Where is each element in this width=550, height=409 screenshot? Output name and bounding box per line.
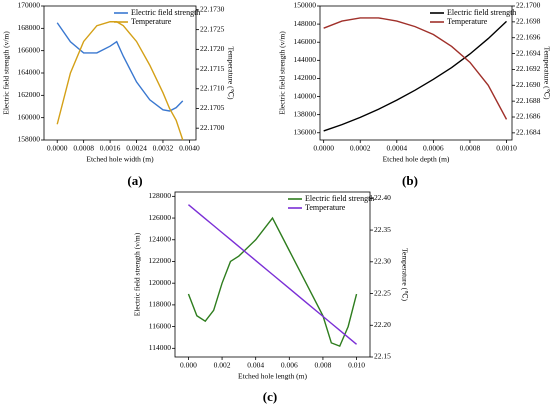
y-tick-label: 150000 — [294, 1, 317, 10]
x-tick-label: 0.002 — [214, 361, 231, 370]
y2-tick-label: 22.1684 — [516, 128, 541, 137]
y2-tick-label: 22.1720 — [200, 44, 225, 53]
y2-tick-label: 22.1705 — [200, 103, 225, 112]
y-tick-label: 144000 — [294, 55, 317, 64]
y2-axis-title: Temperature (℃) — [226, 46, 235, 100]
y-tick-label: 116000 — [149, 321, 171, 330]
x-tick-label: 0.0032 — [153, 144, 174, 153]
y2-tick-label: 22.1698 — [516, 17, 541, 26]
y-tick-label: 158000 — [18, 135, 41, 144]
x-tick-label: 0.0040 — [179, 144, 200, 153]
y-tick-label: 162000 — [18, 90, 41, 99]
y2-axis-title: Temperature (℃) — [542, 46, 550, 100]
x-tick-label: 0.0004 — [386, 144, 407, 153]
x-tick-label: 0.010 — [348, 361, 365, 370]
y2-tick-label: 22.1690 — [516, 80, 541, 89]
y2-tick-label: 22.20 — [374, 320, 391, 329]
y-tick-label: 166000 — [18, 45, 41, 54]
legend-label: Electric field strength — [305, 194, 374, 203]
y2-tick-label: 22.30 — [374, 257, 391, 266]
y-tick-label: 124000 — [149, 234, 172, 243]
x-tick-label: 0.0010 — [496, 144, 517, 153]
x-tick-label: 0.000 — [180, 361, 197, 370]
x-axis-title: Etched hole width (m) — [86, 155, 154, 164]
x-tick-label: 0.0002 — [350, 144, 371, 153]
y-axis-title: Electric field strength (v/m) — [2, 31, 11, 115]
x-tick-label: 0.008 — [314, 361, 331, 370]
y2-tick-label: 22.15 — [374, 352, 391, 361]
legend-label: Temperature — [447, 17, 488, 26]
y2-tick-label: 22.1700 — [516, 1, 541, 10]
legend-label: Temperature — [131, 17, 172, 26]
y2-tick-label: 22.40 — [374, 193, 391, 202]
y2-tick-label: 22.1730 — [200, 5, 225, 14]
legend-label: Electric field strength — [131, 8, 200, 17]
y2-tick-label: 22.1715 — [200, 64, 225, 73]
x-axis-title: Etched hole length (m) — [238, 372, 307, 381]
y2-tick-label: 22.1700 — [200, 123, 225, 132]
x-tick-label: 0.0024 — [126, 144, 147, 153]
y-tick-label: 164000 — [18, 68, 41, 77]
panel-label: (c) — [263, 389, 277, 404]
series-line — [187, 216, 358, 348]
x-tick-label: 0.0008 — [460, 144, 481, 153]
y2-axis-title: Temperature (℃) — [400, 248, 409, 302]
y-tick-label: 170000 — [18, 1, 41, 10]
x-tick-label: 0.0008 — [73, 144, 94, 153]
x-axis-title: Etched hole depth (m) — [383, 155, 450, 164]
y2-tick-label: 22.35 — [374, 225, 391, 234]
y-tick-label: 118000 — [149, 300, 171, 309]
plot-frame — [174, 191, 371, 358]
y-tick-label: 168000 — [18, 23, 41, 32]
plot-frame — [43, 5, 197, 141]
legend-label: Temperature — [305, 203, 346, 212]
series-line — [188, 204, 357, 345]
x-tick-label: 0.0016 — [100, 144, 121, 153]
panel-label: (b) — [402, 173, 418, 188]
y-tick-label: 142000 — [294, 73, 317, 82]
y2-tick-label: 22.1694 — [516, 48, 541, 57]
y2-tick-label: 22.1696 — [516, 32, 541, 41]
y-tick-label: 138000 — [294, 109, 317, 118]
y-tick-label: 140000 — [294, 91, 317, 100]
x-tick-label: 0.0000 — [47, 144, 68, 153]
y2-tick-label: 22.25 — [374, 288, 391, 297]
y-tick-label: 126000 — [149, 213, 172, 222]
y-tick-label: 160000 — [18, 112, 41, 121]
x-tick-label: 0.0000 — [313, 144, 334, 153]
y-axis-title: Electric field strength (v/m) — [278, 31, 287, 115]
y-tick-label: 136000 — [294, 127, 317, 136]
x-tick-label: 0.004 — [247, 361, 264, 370]
y-tick-label: 146000 — [294, 37, 317, 46]
y-tick-label: 114000 — [149, 343, 171, 352]
y-tick-label: 148000 — [294, 19, 317, 28]
y2-tick-label: 22.1710 — [200, 83, 225, 92]
y-tick-label: 122000 — [149, 256, 172, 265]
series-line — [56, 22, 184, 112]
y2-tick-label: 22.1688 — [516, 96, 541, 105]
x-tick-label: 0.006 — [281, 361, 298, 370]
y2-tick-label: 22.1692 — [516, 64, 541, 73]
y2-tick-label: 22.1725 — [200, 24, 225, 33]
series-line — [323, 17, 508, 120]
y-tick-label: 120000 — [149, 278, 172, 287]
panel-label: (a) — [127, 173, 142, 188]
y-axis-title: Electric field strength (v/m) — [133, 232, 142, 316]
series-line — [323, 20, 507, 132]
legend-label: Electric field strength — [447, 8, 516, 17]
y-tick-label: 128000 — [149, 191, 172, 200]
y2-tick-label: 22.1686 — [516, 112, 541, 121]
series-line — [56, 21, 184, 141]
x-tick-label: 0.0006 — [423, 144, 444, 153]
plot-frame — [319, 5, 513, 141]
